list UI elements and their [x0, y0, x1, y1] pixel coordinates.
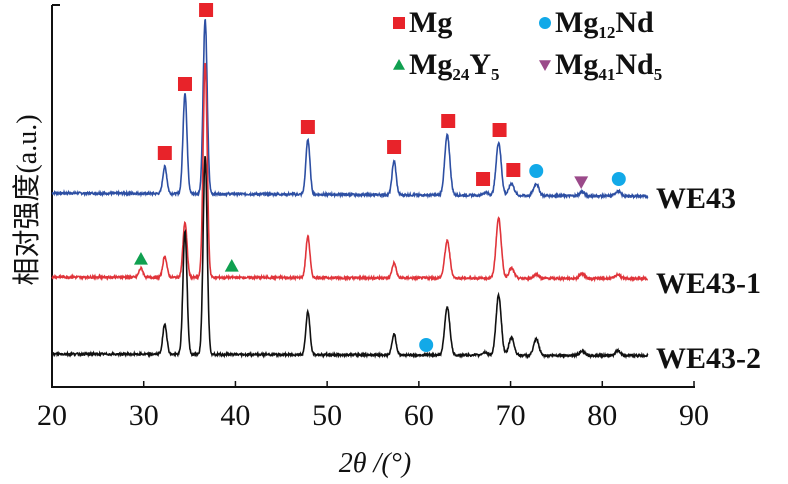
marker-mg12nd: [611, 172, 626, 186]
legend-text-part: 12: [598, 23, 615, 42]
marker-mg12nd: [419, 338, 434, 352]
x-tick-label: 60: [404, 399, 434, 432]
legend-label-mg41nd5: Mg41Nd5: [555, 48, 662, 84]
legend-text-part: Y: [469, 48, 491, 81]
marker-mg: [157, 146, 172, 160]
legend-text-part: Nd: [615, 6, 654, 39]
legend-text-part: Nd: [615, 48, 654, 81]
x-tick-label: 30: [129, 399, 159, 432]
legend-text-part: Mg: [409, 48, 452, 81]
legend-marker-mg24y5: [393, 59, 405, 70]
series-label-we43-2: WE43-2: [656, 342, 761, 375]
marker-mg24y5: [133, 252, 148, 265]
marker-mg24y5: [224, 259, 239, 272]
marker-mg: [177, 77, 192, 91]
x-tick-label: 50: [312, 399, 342, 432]
series-label-we43: WE43: [656, 182, 736, 215]
x-tick-label: 20: [37, 399, 67, 432]
x-tick-label: 80: [587, 399, 617, 432]
marker-mg: [387, 140, 402, 154]
trace-we43-2: [51, 156, 649, 360]
legend-text-part: 5: [491, 65, 500, 84]
y-axis-label: 相对强度(a.u.): [11, 114, 43, 285]
marker-mg: [492, 123, 507, 137]
series-label-we43-1: WE43-1: [656, 267, 761, 300]
marker-mg: [441, 114, 456, 128]
x-tick-label: 70: [496, 399, 526, 432]
marker-mg: [300, 120, 315, 134]
legend-text-part: 24: [452, 65, 470, 84]
legend-marker-mg12nd: [539, 17, 551, 29]
legend-marker-mg: [393, 17, 405, 29]
axes: [51, 4, 695, 388]
legend-label-mg: Mg: [409, 6, 452, 39]
marker-mg: [476, 172, 491, 186]
legend-text-part: Mg: [555, 6, 598, 39]
legend-text-part: Mg: [409, 6, 452, 39]
x-axis-label: 2θ /(°): [339, 448, 411, 479]
legend-text-part: 5: [654, 65, 663, 84]
legend-marker-mg41nd5: [539, 60, 551, 71]
legend-label-mg12nd: Mg12Nd: [555, 6, 654, 42]
trace-we43-1: [51, 62, 648, 283]
marker-mg41nd5: [574, 176, 589, 189]
trace-we43: [51, 18, 649, 200]
legend-text-part: 41: [598, 65, 615, 84]
legend-text-part: Mg: [555, 48, 598, 81]
marker-mg: [199, 3, 214, 17]
marker-mg: [506, 163, 521, 177]
x-tick-label: 40: [220, 399, 250, 432]
legend-label-mg24y5: Mg24Y5: [409, 48, 500, 84]
marker-mg12nd: [529, 164, 544, 178]
x-tick-label: 90: [679, 399, 709, 432]
